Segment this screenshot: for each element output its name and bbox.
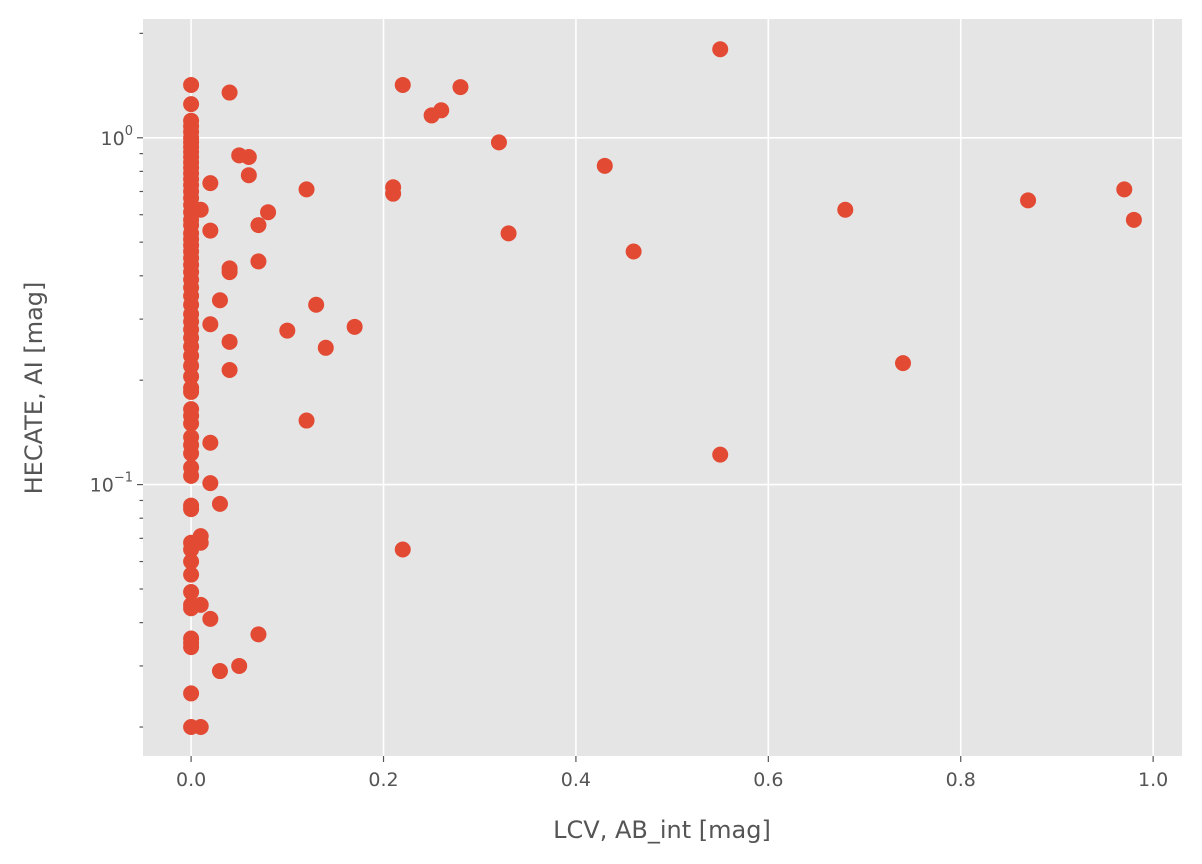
data-point xyxy=(211,292,228,309)
data-point xyxy=(895,355,912,372)
data-point xyxy=(298,412,315,429)
data-point xyxy=(221,333,238,350)
data-point xyxy=(394,76,411,93)
data-point xyxy=(183,467,200,484)
data-point xyxy=(837,201,854,218)
y-axis-label: HECATE, AI [mag] xyxy=(20,282,48,495)
data-point xyxy=(1116,181,1133,198)
data-point xyxy=(298,181,315,198)
data-point xyxy=(202,222,219,239)
data-point xyxy=(385,185,402,202)
data-point xyxy=(202,175,219,192)
data-point xyxy=(183,566,200,583)
data-point xyxy=(452,79,469,96)
data-points xyxy=(183,41,1142,736)
y-tick-label: 10−1 xyxy=(90,471,133,497)
x-tick-label: 0.0 xyxy=(176,769,206,791)
data-point xyxy=(279,322,296,339)
y-tick-label: 100 xyxy=(101,124,133,150)
data-point xyxy=(211,495,228,512)
data-point xyxy=(221,361,238,378)
plot-area xyxy=(143,19,1182,756)
data-point xyxy=(183,685,200,702)
data-point xyxy=(202,316,219,333)
data-point xyxy=(240,167,257,184)
data-point xyxy=(183,553,200,570)
data-point xyxy=(423,107,440,124)
data-point xyxy=(1020,192,1037,209)
y-tick-label-base: 10 xyxy=(90,475,114,497)
x-axis-label: LCV, AB_int [mag] xyxy=(553,816,771,844)
data-point xyxy=(394,541,411,558)
data-point xyxy=(183,76,200,93)
data-point xyxy=(250,253,267,270)
data-point xyxy=(596,157,613,174)
data-point xyxy=(183,639,200,656)
data-point xyxy=(260,204,277,221)
data-point xyxy=(221,264,238,281)
data-point xyxy=(712,41,729,58)
data-point xyxy=(183,501,200,518)
y-tick-label-exponent: 0 xyxy=(125,124,133,139)
x-tick-label: 0.8 xyxy=(946,769,976,791)
data-point xyxy=(202,434,219,451)
y-tick-label-exponent: −1 xyxy=(114,471,133,486)
x-tick-label: 0.2 xyxy=(368,769,398,791)
data-point xyxy=(183,415,200,432)
data-point xyxy=(346,318,363,335)
data-point xyxy=(250,626,267,643)
data-point xyxy=(183,96,200,113)
data-point xyxy=(183,445,200,462)
data-point xyxy=(211,663,228,680)
data-point xyxy=(625,243,642,260)
data-point xyxy=(317,339,334,356)
x-tick-label: 0.6 xyxy=(753,769,783,791)
x-tick-label: 0.4 xyxy=(561,769,591,791)
data-point xyxy=(308,296,325,313)
data-point xyxy=(712,446,729,463)
data-point xyxy=(1125,211,1142,228)
x-axis: 0.0 0.2 0.4 0.6 0.8 1.0 xyxy=(176,756,1168,791)
y-tick-label-base: 10 xyxy=(101,128,125,150)
data-point xyxy=(221,84,238,101)
data-point xyxy=(202,610,219,627)
data-point xyxy=(183,719,200,736)
data-point xyxy=(231,657,248,674)
data-point xyxy=(240,149,257,166)
data-point xyxy=(490,134,507,151)
data-point xyxy=(500,225,517,242)
x-tick-label: 1.0 xyxy=(1138,769,1168,791)
data-point xyxy=(202,475,219,492)
data-point xyxy=(183,383,200,400)
data-point xyxy=(250,217,267,234)
data-point xyxy=(183,541,200,558)
data-point xyxy=(183,584,200,601)
data-point xyxy=(183,368,200,385)
data-point xyxy=(183,600,200,617)
